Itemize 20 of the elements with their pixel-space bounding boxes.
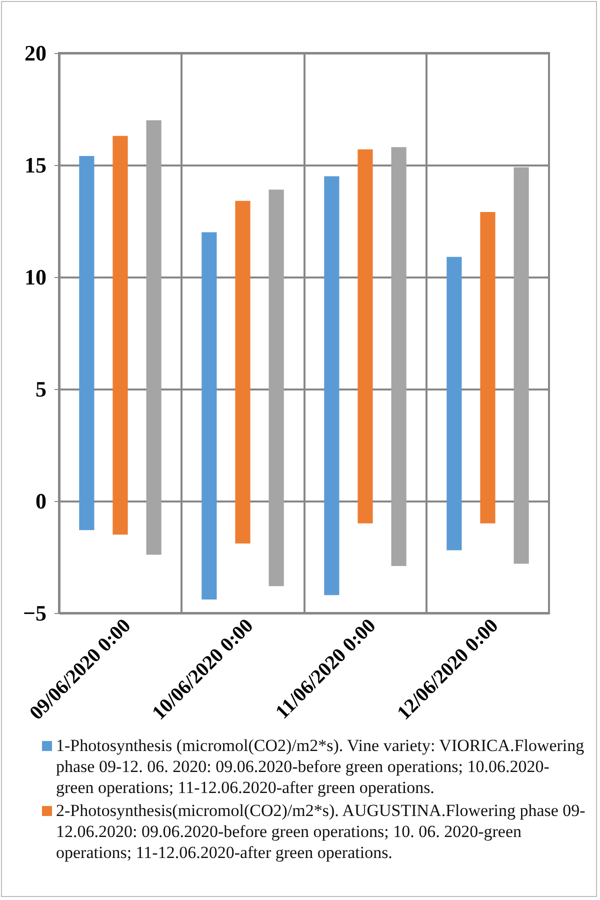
y-tick-label: −5 — [22, 600, 46, 626]
bar — [446, 256, 462, 550]
legend-label: 1-Photosynthesis (micromol(CO2)/m2*s). Vine variety: VIORICA.Flowering phase 09-12. 06. 2020: 09.06.2020-before green operations; 10.06.2020-green operations; 11-12.06.2020-after green operations. — [56, 735, 586, 798]
y-tick-label: 15 — [24, 152, 46, 178]
bar — [358, 149, 373, 524]
bar — [146, 120, 162, 555]
y-tick-label: 5 — [36, 376, 46, 402]
bar — [324, 176, 340, 596]
bar — [268, 190, 284, 586]
y-tick-label: 20 — [24, 40, 46, 66]
y-tick-label: 10 — [24, 264, 46, 290]
bar — [112, 136, 128, 535]
y-tick-label: 0 — [36, 488, 46, 514]
bar — [391, 147, 406, 566]
bar — [79, 156, 94, 530]
legend-label: 2-Photosynthesis(micromol(CO2)/m2*s). AUGUSTINA.Flowering phase 09-12.06.2020: 09.06.2020-before green operations; 10. 06. 2020-green operations; 11-12.06.2020-after green operations. — [56, 800, 586, 863]
bar — [235, 200, 250, 544]
bar — [202, 232, 217, 600]
bar — [480, 212, 496, 524]
bar — [514, 167, 529, 564]
